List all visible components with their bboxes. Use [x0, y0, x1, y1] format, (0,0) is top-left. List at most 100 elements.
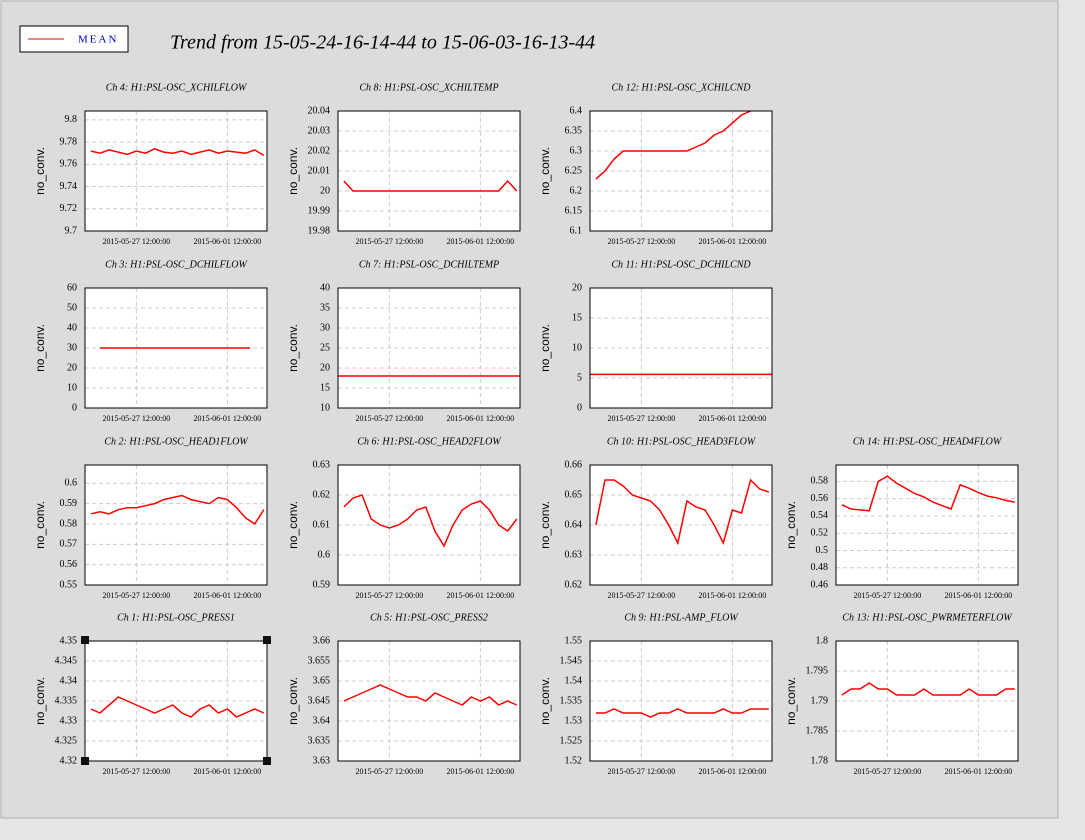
y-tick-label: 9.7 [65, 225, 78, 236]
x-tick-label: 2015-05-27 12:00:00 [355, 237, 423, 246]
chart-title: Ch 2: H1:PSL-OSC_HEAD1FLOW [104, 436, 249, 447]
y-tick-label: 6.3 [570, 145, 583, 156]
y-tick-label: 0.59 [313, 579, 331, 590]
series-line [595, 478, 770, 546]
series-line [90, 494, 265, 526]
plot-frame [337, 464, 521, 586]
y-tick-label: 0.63 [313, 459, 331, 470]
plot-frame [589, 110, 773, 232]
x-tick-label: 2015-06-01 12:00:00 [698, 237, 766, 246]
plot-area [85, 111, 267, 231]
y-tick-label: 20 [320, 362, 330, 373]
y-axis-label: no_conv. [286, 147, 300, 195]
x-tick-label: 2015-06-01 12:00:00 [446, 591, 514, 600]
y-tick-label: 35 [320, 302, 330, 313]
plot-frame [589, 640, 773, 762]
y-tick-label: 30 [320, 322, 330, 333]
y-tick-label: 9.72 [60, 203, 78, 214]
y-tick-label: 25 [320, 342, 330, 353]
y-tick-label: 0.56 [811, 493, 829, 504]
handle [263, 757, 271, 765]
chart-title: Ch 6: H1:PSL-OSC_HEAD2FLOW [357, 436, 502, 447]
y-tick-label: 0.57 [60, 539, 78, 550]
plot-frame [589, 287, 773, 409]
y-tick-label: 0.46 [811, 579, 829, 590]
y-tick-label: 1.53 [565, 715, 583, 726]
y-tick-label: 0 [577, 402, 582, 413]
x-tick-label: 2015-06-01 12:00:00 [193, 767, 261, 776]
chart-title: Ch 4: H1:PSL-OSC_XCHILFLOW [106, 82, 248, 93]
x-tick-label: 2015-05-27 12:00:00 [607, 591, 675, 600]
chart-title: Ch 11: H1:PSL-OSC_DCHILCND [611, 259, 751, 270]
y-tick-label: 20.01 [308, 165, 331, 176]
y-tick-label: 1.52 [565, 755, 583, 766]
y-tick-label: 9.8 [65, 114, 78, 125]
chart-title: Ch 7: H1:PSL-OSC_DCHILTEMP [359, 259, 499, 270]
y-tick-label: 10 [572, 342, 582, 353]
y-tick-label: 20.02 [308, 145, 331, 156]
x-tick-label: 2015-05-27 12:00:00 [853, 767, 921, 776]
y-tick-label: 4.335 [55, 695, 78, 706]
y-tick-label: 40 [67, 322, 77, 333]
y-tick-label: 20 [320, 185, 330, 196]
x-tick-label: 2015-06-01 12:00:00 [698, 414, 766, 423]
series-line [343, 684, 518, 706]
x-tick-label: 2015-05-27 12:00:00 [355, 591, 423, 600]
series-line [595, 708, 769, 718]
y-tick-label: 3.655 [308, 655, 331, 666]
y-tick-label: 6.4 [570, 105, 583, 116]
y-tick-label: 0.55 [60, 579, 78, 590]
y-tick-label: 6.35 [565, 125, 583, 136]
y-tick-label: 0.66 [565, 459, 583, 470]
x-tick-label: 2015-05-27 12:00:00 [355, 414, 423, 423]
y-tick-label: 9.74 [60, 181, 78, 192]
y-axis-label: no_conv. [33, 501, 47, 549]
page-title: Trend from 15-05-24-16-14-44 to 15-06-03… [170, 32, 595, 54]
x-tick-label: 2015-06-01 12:00:00 [193, 414, 261, 423]
chart-title: Ch 1: H1:PSL-OSC_PRESS1 [117, 612, 235, 623]
y-tick-label: 0.61 [313, 519, 331, 530]
y-axis-label: no_conv. [286, 324, 300, 372]
series-line [90, 696, 265, 718]
y-tick-label: 1.785 [806, 725, 829, 736]
y-axis-label: no_conv. [33, 677, 47, 725]
x-tick-label: 2015-06-01 12:00:00 [698, 591, 766, 600]
x-tick-label: 2015-06-01 12:00:00 [446, 767, 514, 776]
plot-frame [835, 640, 1019, 762]
y-tick-label: 3.65 [313, 675, 331, 686]
y-tick-label: 60 [67, 282, 77, 293]
y-tick-label: 10 [67, 382, 77, 393]
series-line [343, 179, 518, 192]
y-tick-label: 6.15 [565, 205, 583, 216]
y-tick-label: 0.6 [65, 478, 78, 489]
y-axis-label: no_conv. [286, 677, 300, 725]
chart-title: Ch 14: H1:PSL-OSC_HEAD4FLOW [853, 436, 1003, 447]
plot-frame [84, 287, 268, 409]
y-tick-label: 4.345 [55, 655, 78, 666]
y-tick-label: 1.8 [816, 635, 829, 646]
y-tick-label: 0.6 [318, 549, 331, 560]
y-tick-label: 40 [320, 282, 330, 293]
chart-title: Ch 3: H1:PSL-OSC_DCHILFLOW [105, 259, 248, 270]
x-tick-label: 2015-06-01 12:00:00 [944, 767, 1012, 776]
chart-title: Ch 8: H1:PSL-OSC_XCHILTEMP [359, 82, 498, 93]
y-axis-label: no_conv. [538, 677, 552, 725]
x-tick-label: 2015-05-27 12:00:00 [853, 591, 921, 600]
y-tick-label: 1.55 [565, 635, 583, 646]
y-tick-label: 0.63 [565, 549, 583, 560]
y-tick-label: 20 [572, 282, 582, 293]
plot-frame [84, 110, 268, 232]
y-tick-label: 0.58 [60, 518, 78, 529]
x-tick-label: 2015-05-27 12:00:00 [607, 237, 675, 246]
y-tick-label: 0.59 [60, 498, 78, 509]
y-tick-label: 4.32 [60, 755, 78, 766]
y-tick-label: 0.48 [811, 562, 829, 573]
y-axis-label: no_conv. [538, 501, 552, 549]
x-tick-label: 2015-05-27 12:00:00 [355, 767, 423, 776]
y-tick-label: 0.58 [811, 476, 829, 487]
plot-frame [84, 464, 268, 586]
y-tick-label: 19.98 [308, 225, 331, 236]
y-tick-label: 0.62 [565, 579, 583, 590]
y-tick-label: 0.65 [565, 489, 583, 500]
